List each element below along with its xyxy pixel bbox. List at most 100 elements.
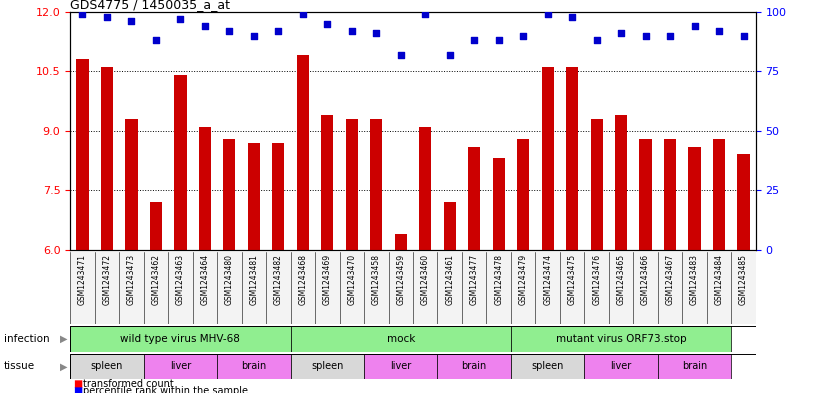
Text: GSM1243471: GSM1243471 bbox=[78, 254, 87, 305]
Bar bbox=[315, 252, 339, 324]
Point bbox=[100, 13, 113, 20]
Point bbox=[639, 33, 653, 39]
Text: GSM1243474: GSM1243474 bbox=[544, 254, 552, 305]
Text: spleen: spleen bbox=[91, 362, 123, 371]
Text: ■: ■ bbox=[73, 379, 82, 389]
Text: GSM1243482: GSM1243482 bbox=[274, 254, 282, 305]
Bar bbox=[731, 252, 756, 324]
Bar bbox=[266, 252, 291, 324]
Text: GSM1243481: GSM1243481 bbox=[249, 254, 259, 305]
Bar bbox=[535, 252, 560, 324]
Point bbox=[198, 23, 211, 29]
Point bbox=[468, 37, 481, 44]
Bar bbox=[511, 252, 535, 324]
Bar bbox=[223, 139, 235, 250]
Bar bbox=[321, 115, 334, 250]
Bar bbox=[657, 252, 682, 324]
Bar bbox=[101, 67, 113, 250]
Point bbox=[76, 11, 89, 17]
Point bbox=[272, 28, 285, 34]
Text: spleen: spleen bbox=[311, 362, 344, 371]
Bar bbox=[364, 354, 438, 379]
Bar bbox=[297, 55, 309, 250]
Bar bbox=[657, 354, 731, 379]
Bar bbox=[192, 252, 217, 324]
Bar bbox=[395, 234, 407, 250]
Bar bbox=[468, 147, 481, 250]
Text: GSM1243461: GSM1243461 bbox=[445, 254, 454, 305]
Bar bbox=[444, 202, 456, 250]
Text: mock: mock bbox=[387, 334, 415, 344]
Bar bbox=[291, 354, 364, 379]
Bar bbox=[95, 252, 119, 324]
Text: liver: liver bbox=[610, 362, 632, 371]
Text: spleen: spleen bbox=[531, 362, 564, 371]
Bar bbox=[150, 202, 162, 250]
Text: GSM1243478: GSM1243478 bbox=[494, 254, 503, 305]
Bar bbox=[291, 326, 511, 352]
Text: GSM1243468: GSM1243468 bbox=[298, 254, 307, 305]
Text: GSM1243485: GSM1243485 bbox=[739, 254, 748, 305]
Bar bbox=[511, 326, 731, 352]
Point bbox=[345, 28, 358, 34]
Text: GSM1243469: GSM1243469 bbox=[323, 254, 332, 305]
Point bbox=[516, 33, 529, 39]
Point bbox=[713, 28, 726, 34]
Text: infection: infection bbox=[4, 334, 50, 344]
Bar bbox=[119, 252, 144, 324]
Point bbox=[125, 18, 138, 24]
Point bbox=[541, 11, 554, 17]
Text: GSM1243480: GSM1243480 bbox=[225, 254, 234, 305]
Text: mutant virus ORF73.stop: mutant virus ORF73.stop bbox=[556, 334, 686, 344]
Point bbox=[566, 13, 579, 20]
Bar bbox=[713, 139, 725, 250]
Bar bbox=[707, 252, 731, 324]
Bar bbox=[413, 252, 438, 324]
Bar bbox=[585, 252, 609, 324]
Point bbox=[737, 33, 750, 39]
Bar bbox=[492, 158, 505, 250]
Text: ■: ■ bbox=[73, 386, 82, 393]
Bar bbox=[682, 252, 707, 324]
Bar bbox=[487, 252, 511, 324]
Point bbox=[443, 51, 456, 58]
Point bbox=[590, 37, 603, 44]
Bar bbox=[70, 326, 291, 352]
Bar bbox=[634, 252, 657, 324]
Bar bbox=[144, 252, 169, 324]
Bar bbox=[217, 252, 242, 324]
Text: GSM1243475: GSM1243475 bbox=[567, 254, 577, 305]
Bar bbox=[248, 143, 260, 250]
Text: GSM1243473: GSM1243473 bbox=[127, 254, 136, 305]
Bar bbox=[364, 252, 388, 324]
Bar bbox=[591, 119, 603, 250]
Bar bbox=[76, 59, 88, 250]
Bar bbox=[560, 252, 585, 324]
Point bbox=[297, 11, 310, 17]
Text: GSM1243458: GSM1243458 bbox=[372, 254, 381, 305]
Bar bbox=[70, 252, 95, 324]
Bar bbox=[217, 354, 291, 379]
Point bbox=[419, 11, 432, 17]
Point bbox=[150, 37, 163, 44]
Bar bbox=[291, 252, 315, 324]
Bar bbox=[517, 139, 529, 250]
Text: liver: liver bbox=[390, 362, 411, 371]
Text: GSM1243483: GSM1243483 bbox=[690, 254, 699, 305]
Bar bbox=[174, 75, 187, 250]
Bar bbox=[462, 252, 487, 324]
Bar bbox=[664, 139, 676, 250]
Point bbox=[173, 16, 187, 22]
Text: GSM1243466: GSM1243466 bbox=[641, 254, 650, 305]
Bar bbox=[639, 139, 652, 250]
Bar bbox=[242, 252, 266, 324]
Text: percentile rank within the sample: percentile rank within the sample bbox=[83, 386, 248, 393]
Bar bbox=[370, 119, 382, 250]
Bar bbox=[419, 127, 431, 250]
Bar bbox=[388, 252, 413, 324]
Bar bbox=[566, 67, 578, 250]
Bar bbox=[169, 252, 192, 324]
Point bbox=[663, 33, 676, 39]
Text: tissue: tissue bbox=[4, 362, 36, 371]
Point bbox=[223, 28, 236, 34]
